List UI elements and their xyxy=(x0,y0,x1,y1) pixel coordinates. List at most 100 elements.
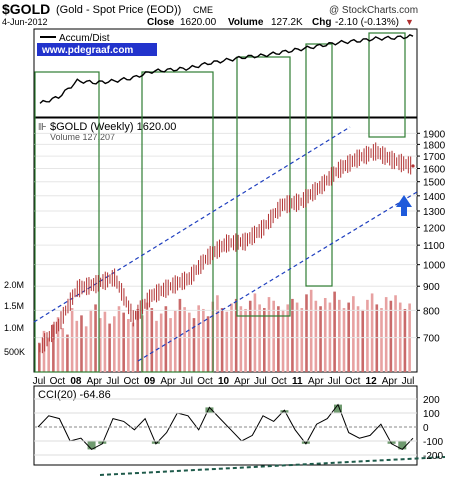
cci-oversold-fill xyxy=(301,441,310,444)
cci-oversold-fill xyxy=(98,441,107,444)
volume-bar xyxy=(122,312,125,372)
cci-tick-label: -200 xyxy=(423,451,443,462)
channel-lower-line xyxy=(137,191,418,362)
chg-label: Chg xyxy=(312,17,331,28)
volume-bar xyxy=(263,308,266,372)
volume-bar xyxy=(94,304,97,372)
volume-bar xyxy=(188,312,191,372)
price-tick-label: 900 xyxy=(423,282,440,293)
x-axis-label: Jul xyxy=(180,376,193,387)
volume-tick-label: 1.0M xyxy=(4,323,24,333)
price-tick-label: 1100 xyxy=(423,241,445,252)
x-axis-label: Jul xyxy=(254,376,267,387)
volume-bar xyxy=(192,318,196,372)
price-tick-label: 700 xyxy=(423,334,440,345)
watermark-box xyxy=(37,43,157,56)
close-label: Close xyxy=(147,17,175,28)
volume-bar xyxy=(333,291,336,372)
volume-bar xyxy=(220,308,224,372)
cci-oversold-fill xyxy=(387,441,396,444)
chg-down-icon: ▼ xyxy=(405,17,414,27)
volume-bar xyxy=(80,315,83,372)
x-axis-label: Oct xyxy=(50,376,66,387)
x-axis-label: Apr xyxy=(87,376,103,387)
volume-bar xyxy=(384,297,388,372)
volume-bar xyxy=(173,310,177,372)
date: 4-Jun-2012 xyxy=(2,17,48,27)
volume-bar xyxy=(66,334,69,372)
volume-bar xyxy=(309,289,313,372)
x-axis-label: Jul xyxy=(328,376,341,387)
price-tick-label: 1300 xyxy=(423,207,446,218)
candle-icon: ⊪ xyxy=(38,122,47,133)
volume-bar xyxy=(403,308,407,372)
volume-bar xyxy=(150,308,154,372)
cci-series-group xyxy=(37,403,446,476)
x-axis-label: Oct xyxy=(345,376,361,387)
x-axis-label: Jul xyxy=(33,376,46,387)
price-tick-label: 800 xyxy=(423,306,440,317)
cci-legend: CCI(20) -64.86 xyxy=(38,389,111,401)
volume-bar xyxy=(319,306,322,372)
cci-trendline xyxy=(99,456,446,476)
volume-bar xyxy=(108,323,111,372)
volume-bar xyxy=(234,298,238,372)
volume-bar xyxy=(361,309,365,372)
x-axis-label: 08 xyxy=(70,376,82,387)
accum-legend: Accum/Dist xyxy=(59,33,110,44)
volume-bar xyxy=(42,330,46,372)
volume-bar xyxy=(380,308,383,372)
volume-bar xyxy=(370,293,374,372)
price-tick-label: 1700 xyxy=(423,152,446,163)
highlight-box xyxy=(236,56,291,317)
volume-bar xyxy=(38,342,41,372)
cci-tick-label: -100 xyxy=(423,437,443,448)
volume-bar xyxy=(323,298,327,372)
cci-tick-label: 100 xyxy=(423,409,440,420)
volume-bar xyxy=(169,318,172,372)
volume-bar xyxy=(216,295,219,372)
volume-bar xyxy=(248,300,252,372)
x-axis-label: 11 xyxy=(292,376,303,387)
highlight-box xyxy=(305,43,333,287)
volume-bar xyxy=(258,304,261,372)
volume-axis-ticks: 500K 1.0M 1.5M 2.0M xyxy=(4,280,25,357)
volume-bar xyxy=(117,306,121,372)
volume-bar xyxy=(159,313,163,372)
price-tick-label: 1600 xyxy=(423,164,446,175)
x-axis-label: Apr xyxy=(234,376,250,387)
highlight-box xyxy=(34,71,100,373)
cci-tick-label: 0 xyxy=(423,423,429,434)
cci-line xyxy=(37,403,414,451)
volume-bar xyxy=(352,296,355,372)
volume-bar xyxy=(197,305,200,372)
volume-bar xyxy=(98,318,102,372)
x-axis-label: Oct xyxy=(123,376,139,387)
cci-oversold-fill xyxy=(398,441,407,450)
instrument-name: (Gold - Spot Price (EOD)) xyxy=(56,4,181,16)
volume-bar xyxy=(272,300,275,372)
chg-value: -2.10 (-0.13%) xyxy=(335,17,399,28)
cci-overbought-fill xyxy=(205,407,214,413)
x-axis-label: Apr xyxy=(160,376,176,387)
symbol: $GOLD xyxy=(2,1,50,17)
volume-bar xyxy=(136,308,140,372)
volume-bar xyxy=(202,308,205,372)
volume-tick-label: 2.0M xyxy=(4,280,24,290)
volume-bar xyxy=(70,308,74,372)
volume-bar xyxy=(277,306,280,372)
x-axis-label: Oct xyxy=(271,376,287,387)
highlight-boxes xyxy=(34,32,406,373)
price-tick-label: 1900 xyxy=(423,129,446,140)
volume-bar xyxy=(286,304,290,372)
volume-bar xyxy=(342,308,346,372)
x-axis-label: 09 xyxy=(144,376,156,387)
volume-bar xyxy=(267,297,271,372)
volume-value: 127.2K xyxy=(271,17,303,28)
volume-bar xyxy=(183,307,186,372)
volume-bar xyxy=(394,295,397,372)
volume-bar xyxy=(127,319,130,372)
volume-bar xyxy=(103,311,107,372)
volume-bar xyxy=(52,324,55,372)
cci-oversold-fill xyxy=(87,441,96,450)
